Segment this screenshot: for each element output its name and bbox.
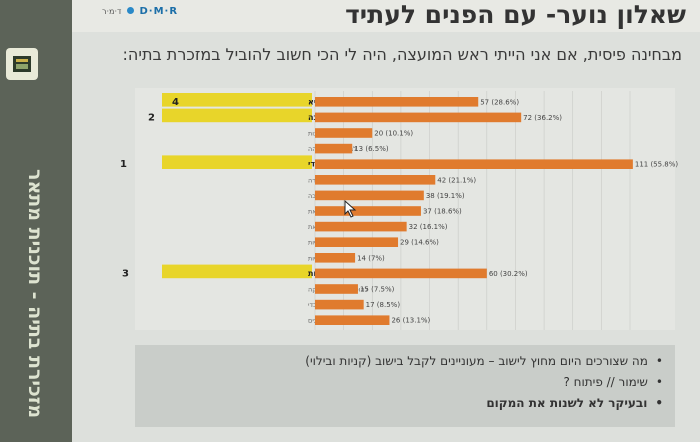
sidebar-title: מזכירת בתיה - תוכנית מתאר <box>24 168 46 418</box>
data-label: 111 (55.8%) <box>635 161 679 169</box>
rank-label: 3 <box>122 268 129 279</box>
bar <box>315 284 358 294</box>
sidebar: מזכירת בתיה - תוכנית מתאר <box>0 0 72 442</box>
slide-header: ד·מ·ר D·M·R שאלון נוער- עם הפנים לעתיד <box>40 0 700 32</box>
finding-item: ובעיקר לא לשנות את המקום <box>135 393 663 414</box>
data-label: 29 (14.6%) <box>400 239 439 247</box>
bar <box>315 315 390 325</box>
data-label: 15 (7.5%) <box>360 286 395 294</box>
page-title: שאלון נוער- עם הפנים לעתיד <box>345 0 686 29</box>
mouse-cursor-icon <box>344 200 357 218</box>
logo-dot-icon <box>126 7 134 14</box>
findings-list: מה שצורכים היום מחוץ לישוב – מעוניינים ל… <box>135 345 675 427</box>
data-label: 57 (28.6%) <box>480 98 519 106</box>
bar <box>315 253 356 263</box>
data-label: 32 (16.1%) <box>409 223 448 231</box>
data-label: 42 (21.1%) <box>437 176 476 184</box>
data-label: 38 (19.1%) <box>426 192 465 200</box>
data-label: 72 (36.2%) <box>523 114 562 122</box>
category-highlight <box>162 264 312 279</box>
rank-label: 1 <box>120 159 127 170</box>
logo-text: D·M·R <box>139 6 179 17</box>
data-label: 13 (6.5%) <box>354 145 389 153</box>
bar <box>315 143 353 154</box>
data-label: 20 (10.1%) <box>374 130 413 138</box>
data-label: 60 (30.2%) <box>489 270 528 278</box>
finding-item: שימור // פיתוח ? <box>135 372 663 393</box>
bar <box>315 237 399 247</box>
municipal-emblem-icon <box>6 48 38 80</box>
finding-item: מה שצורכים היום מחוץ לישוב – מעוניינים ל… <box>135 351 663 372</box>
bar <box>315 112 522 123</box>
bar <box>315 206 421 216</box>
data-label: 26 (13.1%) <box>391 317 430 325</box>
bar <box>315 97 479 107</box>
bar <box>315 159 633 169</box>
bar <box>315 175 436 185</box>
data-label: 17 (8.5%) <box>366 301 401 309</box>
bar <box>315 190 424 201</box>
rank-label: 4 <box>172 97 179 108</box>
bar <box>315 268 487 279</box>
data-label: 37 (18.6%) <box>423 208 462 216</box>
bar <box>315 221 407 232</box>
bar <box>315 299 364 310</box>
dmr-logo: ד·מ·ר D·M·R <box>102 6 178 17</box>
rank-label: 2 <box>148 112 155 123</box>
category-highlight <box>162 155 312 169</box>
bar <box>315 128 373 138</box>
survey-question: מבחינה פיסית, אם אני הייתי ראש המועצה, ה… <box>122 45 682 64</box>
category-highlight <box>162 108 312 123</box>
logo-hebrew: ד·מ·ר <box>102 7 122 16</box>
data-label: 14 (7%) <box>357 254 385 262</box>
category-highlight <box>162 93 312 107</box>
bar-chart: 0102030405060708090100110לשמור עליה כמו … <box>120 91 679 330</box>
